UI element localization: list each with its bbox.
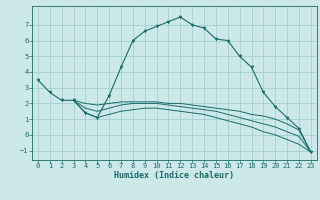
X-axis label: Humidex (Indice chaleur): Humidex (Indice chaleur) (115, 171, 234, 180)
